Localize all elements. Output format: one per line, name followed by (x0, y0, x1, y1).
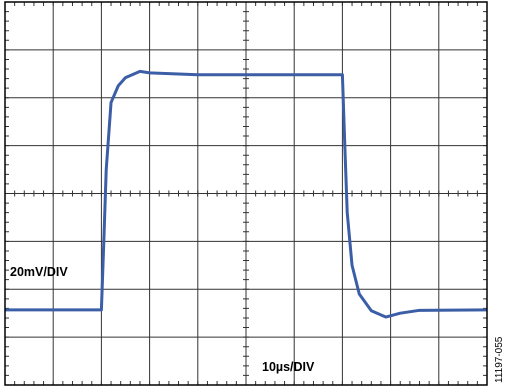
scale-label: 20mV/DIV (10, 265, 68, 279)
trace (5, 69, 488, 319)
trace-line (5, 69, 488, 319)
plot-border (4, 1, 488, 386)
scale-label: 10µs/DIV (262, 360, 315, 374)
minor-ticks (5, 2, 487, 385)
figure-id: 11197-055 (494, 336, 505, 383)
minor-tick (5, 2, 487, 385)
